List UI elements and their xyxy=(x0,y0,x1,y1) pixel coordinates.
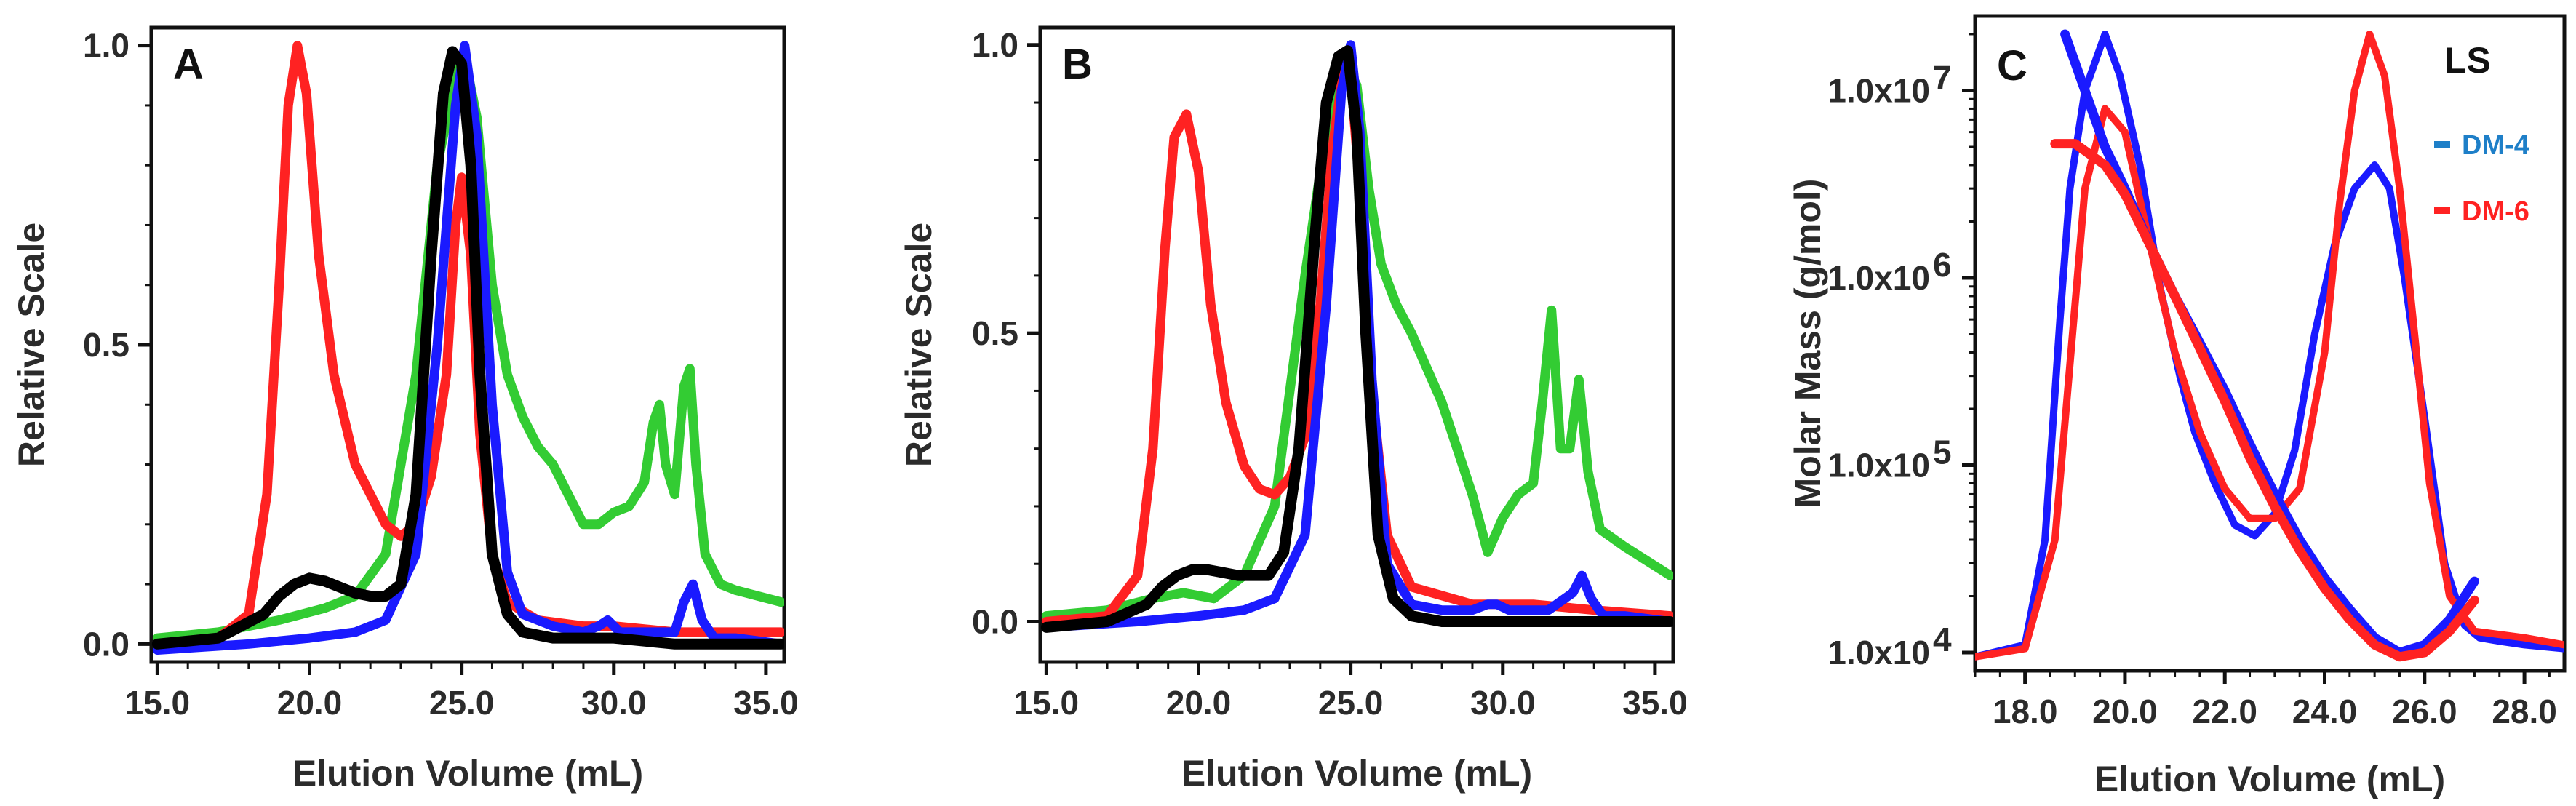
x-tick-label: 20.0 xyxy=(2092,693,2158,730)
panel-a-series-green xyxy=(152,52,784,643)
panel-c-plot-area xyxy=(1975,29,2564,662)
panel-c-series-dm-6-molar-mass xyxy=(2050,139,2479,662)
y-tick-label: 0.5 xyxy=(972,314,1018,352)
x-tick-label: 25.0 xyxy=(429,684,495,722)
x-tick-label: 26.0 xyxy=(2392,693,2457,730)
y-tick-exponent: 4 xyxy=(1933,621,1952,658)
y-tick-label: 1.0x10 xyxy=(1827,71,1930,109)
y-tick-label: 1.0x10 xyxy=(1827,634,1930,671)
panel-a-x-axis-title: Elution Volume (mL) xyxy=(292,753,643,794)
y-tick-label: 1.0 xyxy=(972,26,1018,64)
legend-dm4-swatch xyxy=(2434,141,2450,148)
x-tick-label: 18.0 xyxy=(1993,693,2058,730)
panel-b-letter: B xyxy=(1062,41,1093,88)
x-tick-label: 22.0 xyxy=(2192,693,2257,730)
legend-dm6-swatch xyxy=(2434,207,2450,214)
panel-c-frame xyxy=(1973,14,2567,673)
panel-c-tick-labels: 18.0 20.0 22.0 24.0 26.0 28.01.0x10 41.0x10 51.… xyxy=(1827,58,2557,730)
y-tick-label: 1.0x10 xyxy=(1827,447,1930,484)
x-tick-label: 15.0 xyxy=(125,684,191,722)
panel-b-frame xyxy=(1038,25,1675,664)
y-tick-label: 1.0 xyxy=(83,27,129,65)
panel-a-series-black xyxy=(151,46,784,650)
x-tick-label: 30.0 xyxy=(1470,684,1536,722)
panel-c-y-axis-title: Molar Mass (g/mol) xyxy=(1787,179,1828,508)
panel-b-series-black xyxy=(1040,45,1673,633)
panel-b-series-green xyxy=(1041,57,1673,621)
panel-b-x-axis-title: Elution Volume (mL) xyxy=(1181,753,1532,794)
x-tick-label: 20.0 xyxy=(277,684,343,722)
panel-c: 18.0 20.0 22.0 24.0 26.0 28.01.0x10 41.0x10 51.… xyxy=(1787,14,2567,799)
panel-b: 15.0 20.0 25.0 30.0 35.0 0.0 0.5 1.0 B Elution … xyxy=(898,25,1688,794)
y-tick-label: 0.5 xyxy=(83,326,129,364)
panel-a-plot-area xyxy=(151,41,784,655)
y-tick-label: 1.0x10 xyxy=(1827,259,1930,297)
panel-a: 15.0 20.0 25.0 30.0 35.0 0.0 0.5 1.0 A Elution … xyxy=(11,25,799,794)
legend-dm4-label: DM-4 xyxy=(2462,130,2529,161)
panel-a-ticks xyxy=(138,44,768,675)
y-tick-exponent: 7 xyxy=(1933,58,1952,96)
panel-b-y-axis-title: Relative Scale xyxy=(898,223,939,467)
y-tick-label: 0.0 xyxy=(83,625,129,663)
panel-a-tick-labels: 15.0 20.0 25.0 30.0 35.0 0.0 0.5 1.0 xyxy=(83,27,799,722)
x-tick-label: 25.0 xyxy=(1318,684,1384,722)
x-tick-label: 35.0 xyxy=(733,684,799,722)
panel-a-letter: A xyxy=(173,41,204,88)
panel-c-legend: DM-4 DM-6 xyxy=(2434,130,2529,227)
panel-c-x-axis-title: Elution Volume (mL) xyxy=(2094,759,2445,799)
y-tick-exponent: 5 xyxy=(1933,434,1952,471)
panel-b-series-blue xyxy=(1041,40,1673,632)
x-tick-label: 28.0 xyxy=(2492,693,2557,730)
x-tick-label: 15.0 xyxy=(1014,684,1080,722)
x-tick-label: 30.0 xyxy=(581,684,647,722)
panel-c-letter: C xyxy=(1997,42,2027,89)
panel-c-ticks xyxy=(1962,33,2551,684)
panel-b-plot-area xyxy=(1040,40,1673,633)
legend-dm6-label: DM-6 xyxy=(2462,196,2529,227)
panel-a-y-axis-title: Relative Scale xyxy=(11,223,52,467)
y-tick-exponent: 6 xyxy=(1933,246,1952,284)
y-tick-label: 0.0 xyxy=(972,603,1018,641)
x-tick-label: 24.0 xyxy=(2292,693,2358,730)
panel-b-ticks xyxy=(1027,43,1657,675)
x-tick-label: 35.0 xyxy=(1622,684,1688,722)
panel-c-ls-annotation: LS xyxy=(2444,40,2491,81)
panel-a-series-blue xyxy=(152,41,784,655)
panel-c-series-dm-4 xyxy=(1975,31,2564,661)
x-tick-label: 20.0 xyxy=(1166,684,1232,722)
panel-c-series-dm-6 xyxy=(1975,31,2564,661)
panel-b-tick-labels: 15.0 20.0 25.0 30.0 35.0 0.0 0.5 1.0 xyxy=(972,26,1688,722)
